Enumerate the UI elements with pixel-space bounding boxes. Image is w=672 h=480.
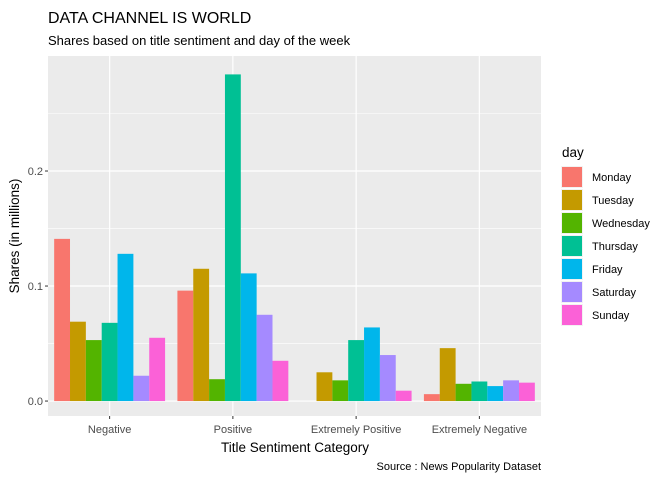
y-tick-label: 0.0 [28, 396, 43, 408]
legend-label-saturday: Saturday [592, 287, 637, 299]
y-axis: 0.0 0.1 0.2 [28, 166, 48, 408]
bar-wednesday-extremely-positive [332, 380, 349, 402]
x-tick-label: Negative [88, 424, 131, 436]
legend-label-thursday: Thursday [592, 241, 638, 253]
legend-swatch-saturday [562, 282, 582, 302]
caption: Source : News Popularity Dataset [377, 461, 541, 473]
legend-label-sunday: Sunday [592, 310, 630, 322]
bar-wednesday-positive [209, 379, 225, 402]
legend-label-friday: Friday [592, 264, 623, 276]
legend-label-monday: Monday [592, 172, 632, 184]
legend-label-wednesday: Wednesday [592, 218, 650, 230]
x-tick-label: Positive [214, 424, 253, 436]
bar-monday-positive [177, 290, 194, 402]
bar-tuesday-negative [70, 321, 86, 402]
bars [54, 74, 535, 402]
bar-monday-negative [54, 238, 71, 402]
legend-swatch-thursday [562, 236, 582, 256]
bar-wednesday-negative [85, 340, 102, 402]
legend-swatch-sunday [562, 305, 582, 325]
legend-swatch-wednesday [562, 213, 582, 233]
bar-thursday-positive [224, 74, 241, 402]
chart-title: DATA CHANNEL IS WORLD [48, 10, 251, 27]
x-axis-title: Title Sentiment Category [221, 440, 369, 455]
legend-swatch-monday [562, 167, 582, 187]
bar-sunday-extremely-positive [395, 390, 412, 402]
bar-saturday-positive [256, 314, 273, 402]
bar-friday-positive [240, 273, 257, 402]
y-axis-title: Shares (in millions) [7, 179, 22, 294]
x-axis: Negative Positive Extremely Positive Extrem… [88, 416, 527, 436]
bar-friday-extremely-negative [487, 386, 504, 402]
x-tick-label: Extremely Positive [311, 424, 401, 436]
y-tick-label: 0.2 [28, 166, 43, 178]
bar-wednesday-extremely-negative [455, 383, 472, 402]
bar-sunday-extremely-negative [518, 382, 535, 402]
bar-thursday-extremely-positive [348, 340, 365, 402]
bar-monday-extremely-negative [423, 394, 440, 402]
legend-label-tuesday: Tuesday [592, 195, 634, 207]
bar-tuesday-extremely-positive [316, 372, 333, 402]
y-tick-label: 0.1 [28, 281, 43, 293]
bar-thursday-negative [101, 322, 118, 402]
chart-subtitle: Shares based on title sentiment and day … [48, 33, 351, 48]
bar-saturday-extremely-negative [503, 380, 519, 402]
legend-swatch-tuesday [562, 190, 582, 210]
legend: day Monday Tuesday Wednesday Thursday Friday… [561, 145, 650, 326]
bar-friday-extremely-positive [364, 327, 380, 402]
bar-thursday-extremely-negative [471, 381, 488, 402]
bar-saturday-negative [133, 375, 150, 402]
legend-swatch-friday [562, 259, 582, 279]
bar-sunday-positive [272, 360, 289, 402]
legend-title: day [562, 145, 584, 160]
bar-tuesday-positive [193, 268, 210, 402]
bar-sunday-negative [149, 337, 166, 402]
bar-friday-negative [117, 253, 134, 402]
x-tick-label: Extremely Negative [432, 424, 527, 436]
bar-saturday-extremely-positive [379, 355, 396, 402]
bar-tuesday-extremely-negative [439, 348, 456, 402]
